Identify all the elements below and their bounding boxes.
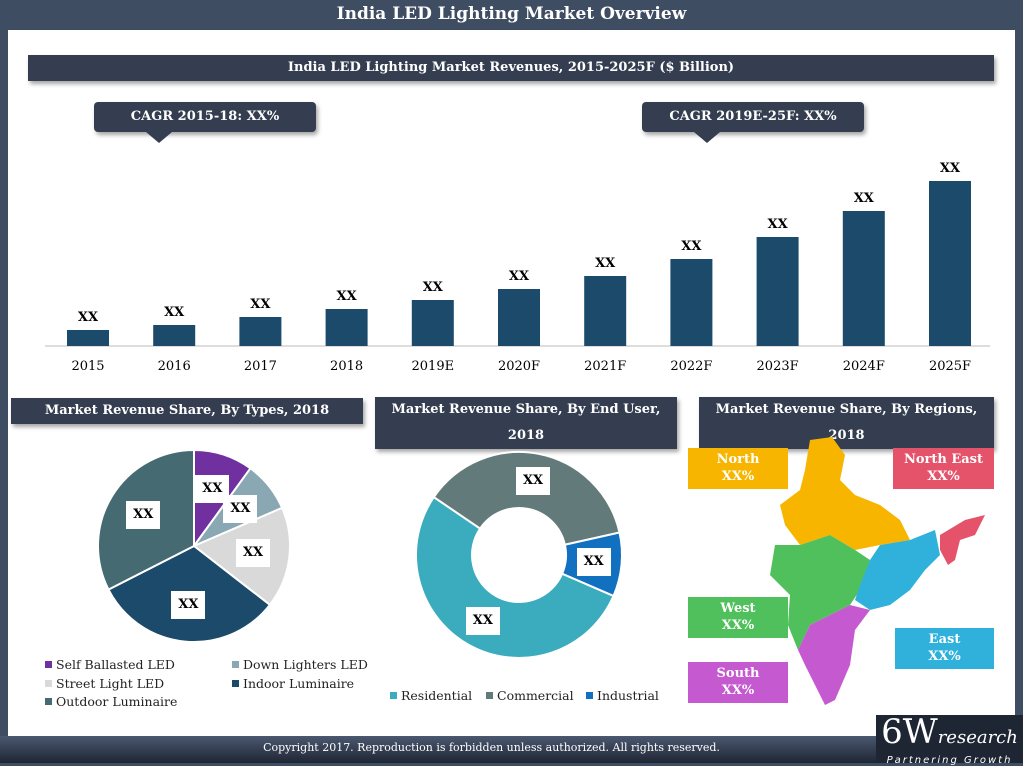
bar [153,325,196,346]
bar-data-label: XX [78,310,99,325]
types-chart-title: Market Revenue Share, By Types, 2018 [11,398,363,424]
bar-data-label: XX [940,161,961,176]
slice-data-label: XX [516,467,551,496]
bar [842,211,885,346]
legend-commercial: Commercial [486,688,574,703]
x-tick-label: 2020F [498,359,540,374]
region-west: West XX% [688,597,788,638]
region-east: East XX% [895,628,994,669]
x-tick-label: 2016 [158,359,191,374]
bar-data-label: XX [423,280,444,295]
bar [325,309,368,346]
legend-outdoor: Outdoor Luminaire [45,694,177,709]
cagr-right-callout: CAGR 2019E-25F: XX% [642,102,864,143]
x-tick-label: 2025F [929,359,971,374]
x-tick-label: 2018 [330,359,363,374]
bar [756,237,799,346]
legend-self-ballasted: Self Ballasted LED [45,657,175,672]
bar [239,317,282,346]
x-tick-label: 2024F [843,359,885,374]
legend-down-lighters: Down Lighters LED [232,657,368,672]
bar-data-label: XX [337,289,358,304]
bar-data-label: XX [595,256,616,271]
slice-data-label: XX [223,494,258,523]
bar-data-label: XX [768,217,789,232]
slice-data-label: XX [171,591,206,620]
pie-slice [432,451,621,546]
x-tick-label: 2019E [412,359,455,374]
bar-data-label: XX [164,305,185,320]
bar [929,181,971,346]
page-title: India LED Lighting Market Overview [336,4,687,24]
x-tick-label: 2023F [757,359,799,374]
region-north: North XX% [688,448,788,489]
bar [411,300,454,346]
legend-residential: Residential [390,688,472,703]
bar-chart: XX 2015 XX 2016 XX 2017 XX 2018 XX 2019E XX 2020F XX… [45,161,990,374]
bar [67,330,109,346]
bar [498,289,540,346]
legend-street-light: Street Light LED [45,676,164,691]
region-north-east: North East XX% [893,448,994,489]
slice-data-label: XX [576,548,611,577]
map-north [780,437,910,550]
india-map [770,437,985,705]
slice-data-label: XX [236,539,271,568]
region-south: South XX% [688,662,788,703]
legend-industrial: Industrial [586,688,659,703]
bar-data-label: XX [250,297,271,312]
bar-data-label: XX [681,239,702,254]
slice-data-label: XX [126,500,161,529]
copyright-text: Copyright 2017. Reproduction is forbidde… [263,741,720,754]
bar [670,259,713,346]
x-tick-label: 2017 [244,359,277,374]
map-north-east [940,515,985,565]
bar-chart-title: India LED Lighting Market Revenues, 2015… [28,55,994,81]
regions-title: Market Revenue Share, By Regions, 2018 [699,397,994,449]
legend-indoor: Indoor Luminaire [232,676,354,691]
map-south [798,605,870,705]
bar [584,276,627,346]
enduser-chart-title: Market Revenue Share, By End User, 2018 [375,397,677,449]
footer: Copyright 2017. Reproduction is forbidde… [0,736,1023,763]
pie-slice [415,495,615,659]
logo: 6Wresearch Partnering Growth [876,715,1023,766]
x-tick-label: 2021F [584,359,626,374]
slice-data-label: XX [465,606,500,635]
bar-data-label: XX [854,191,875,206]
map-west [770,535,870,650]
x-tick-label: 2015 [71,359,104,374]
cagr-left-callout: CAGR 2015-18: XX% [94,102,316,143]
map-east [855,530,940,610]
x-tick-label: 2022F [670,359,712,374]
bar-data-label: XX [509,269,530,284]
